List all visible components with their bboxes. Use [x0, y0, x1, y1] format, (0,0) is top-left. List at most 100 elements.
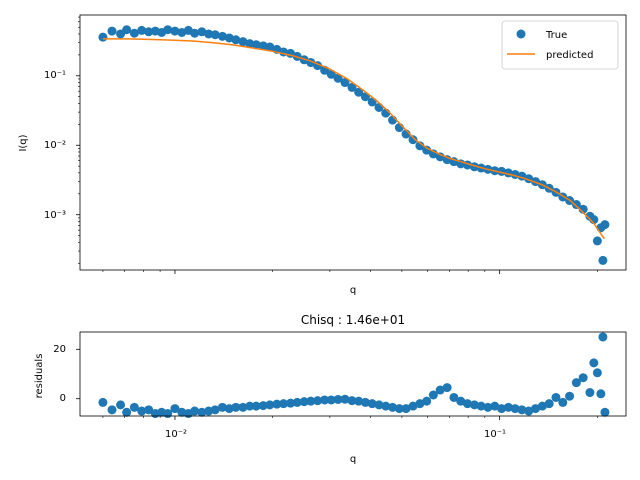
residual-point	[347, 396, 357, 406]
residual-point	[596, 389, 606, 399]
residual-point	[598, 332, 608, 342]
true-point	[571, 200, 581, 210]
y-tick-label: 10⁻³	[44, 210, 66, 221]
residual-point	[326, 395, 336, 405]
true-point	[129, 28, 139, 38]
residual-point	[469, 400, 479, 410]
residual-point	[490, 401, 500, 411]
true-point	[326, 69, 336, 79]
residual-point	[551, 392, 561, 402]
residuals-ylabel: residuals	[34, 354, 45, 399]
residual-point	[210, 405, 220, 415]
true-point	[238, 37, 248, 47]
residual-point	[129, 402, 139, 412]
y-tick-label: 20	[53, 344, 66, 355]
residual-point	[600, 407, 610, 417]
true-point	[163, 25, 173, 35]
true-point	[204, 29, 214, 39]
main-plot-ylabel: I(q)	[18, 134, 29, 151]
true-point	[265, 42, 275, 52]
residual-point	[292, 397, 302, 407]
true-point	[422, 145, 432, 155]
residuals-title: Chisq : 1.46e+01	[301, 313, 405, 327]
residual-point	[442, 383, 452, 393]
residual-point	[415, 399, 425, 409]
residual-point	[531, 404, 541, 414]
residual-point	[476, 401, 486, 411]
true-point	[107, 26, 117, 36]
residual-point	[381, 401, 391, 411]
residuals-xlabel: q	[350, 454, 356, 465]
residual-point	[585, 388, 595, 398]
true-point	[258, 41, 268, 51]
residual-point	[401, 404, 411, 414]
true-point	[442, 155, 452, 165]
true-point	[578, 204, 588, 214]
residual-point	[258, 401, 268, 411]
residual-point	[408, 401, 418, 411]
residual-point	[578, 373, 588, 383]
true-point	[354, 87, 364, 97]
residual-point	[265, 400, 275, 410]
residual-point	[394, 404, 404, 414]
residual-point	[245, 401, 255, 411]
residual-point	[144, 405, 154, 415]
residual-point	[320, 395, 330, 405]
residuals-axes	[76, 348, 598, 420]
true-point	[197, 27, 207, 37]
residual-point	[589, 358, 599, 368]
residual-point	[279, 399, 289, 409]
residual-point	[286, 398, 296, 408]
residual-point	[367, 399, 377, 409]
residual-point	[388, 402, 398, 412]
residual-point	[137, 406, 147, 416]
true-point	[598, 255, 608, 265]
legend: True predicted	[501, 20, 619, 70]
residual-point	[354, 396, 364, 406]
residual-point	[524, 406, 534, 416]
residual-point	[537, 401, 547, 411]
true-point	[122, 25, 132, 35]
main-plot-frame	[79, 14, 627, 271]
true-point	[217, 31, 227, 41]
residual-point	[558, 397, 568, 407]
residual-point	[251, 401, 261, 411]
residual-point	[306, 396, 316, 406]
residual-point	[435, 385, 445, 395]
residual-point	[238, 402, 248, 412]
residual-point	[217, 402, 227, 412]
true-point	[333, 73, 343, 83]
residual-point	[116, 400, 126, 410]
x-tick-label: 10⁻²	[165, 429, 187, 440]
true-point	[98, 32, 108, 42]
y-tick-label: 0	[60, 393, 66, 404]
legend-marker-true	[516, 29, 526, 39]
main-plot-xlabel: q	[350, 285, 356, 296]
x-tick-label: 10⁻¹	[484, 429, 506, 440]
residual-point	[374, 400, 384, 410]
true-point	[231, 35, 241, 45]
residual-point	[313, 396, 323, 406]
true-point	[408, 135, 418, 145]
residuals-plot: Chisq : 1.46e+01 0 20 10⁻² 10⁻¹ q residu…	[34, 313, 627, 465]
y-tick-labels: 10⁻³ 10⁻² 10⁻¹	[44, 70, 66, 221]
residual-point	[510, 404, 520, 414]
legend-frame	[501, 20, 619, 70]
y-tick-label: 10⁻²	[44, 140, 66, 151]
residual-point	[299, 397, 309, 407]
main-plot: 10⁻³ 10⁻² 10⁻¹ q I(q) True predicted	[18, 14, 627, 296]
residual-point	[170, 404, 180, 414]
main-plot-axes	[76, 16, 598, 274]
true-point	[600, 220, 610, 230]
residual-point	[503, 402, 513, 412]
residual-point	[422, 396, 432, 406]
residual-point	[340, 394, 350, 404]
y-tick-label: 10⁻¹	[44, 70, 66, 81]
true-point	[170, 26, 180, 36]
residuals-data	[98, 332, 610, 419]
residuals-x-tick-labels: 10⁻² 10⁻¹	[165, 429, 506, 440]
residual-point	[565, 391, 575, 401]
true-point	[210, 30, 220, 40]
main-plot-data	[98, 25, 610, 265]
residual-point	[190, 406, 200, 416]
